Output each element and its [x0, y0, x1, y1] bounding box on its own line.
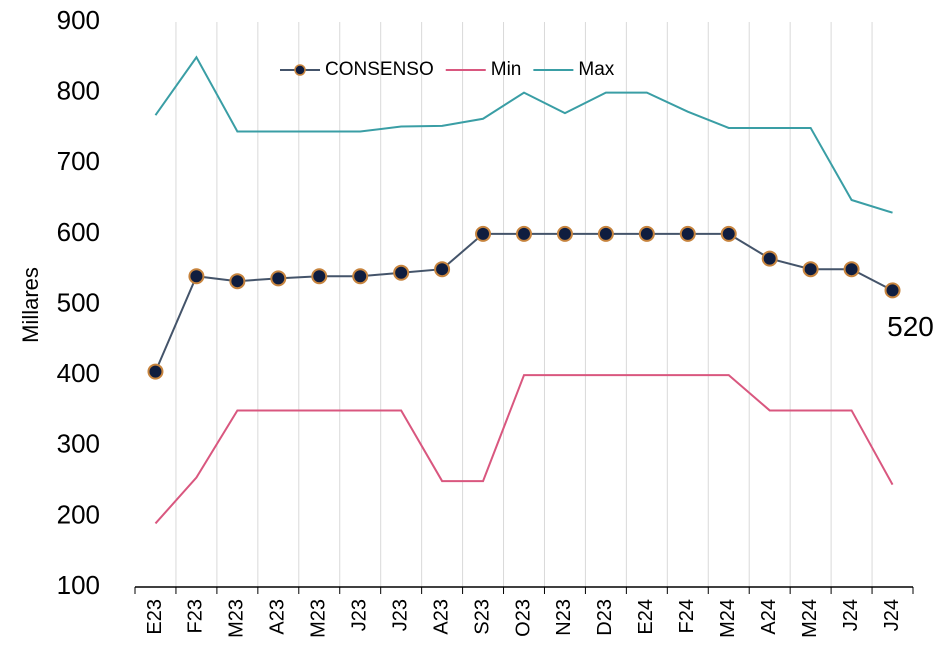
x-tick-label: J24 — [881, 599, 903, 631]
point — [884, 282, 901, 299]
y-tick-label: 700 — [57, 146, 100, 176]
x-tick-label: F24 — [676, 599, 698, 633]
point — [311, 268, 328, 285]
x-tick-label: A24 — [758, 599, 780, 635]
point — [761, 250, 778, 267]
series-line — [154, 232, 893, 372]
legend-label: Min — [491, 59, 522, 80]
x-tick-label: F23 — [185, 599, 207, 633]
data-label: 520 — [887, 311, 934, 342]
y-tick-label: 100 — [57, 570, 100, 600]
point — [843, 261, 860, 278]
y-tick-label: 200 — [57, 499, 100, 529]
x-tick-label: M23 — [308, 599, 330, 638]
x-tick-label: J23 — [348, 599, 370, 631]
point — [556, 225, 573, 242]
point — [147, 363, 164, 380]
point — [434, 261, 451, 278]
x-tick-label: J24 — [840, 599, 862, 631]
point — [802, 261, 819, 278]
x-tick-label: J23 — [389, 599, 411, 631]
series-line — [154, 374, 894, 525]
x-tick-label: E23 — [144, 599, 166, 635]
point — [188, 268, 205, 285]
legend-marker — [294, 64, 306, 76]
y-tick-label: 800 — [57, 76, 100, 106]
x-tick-label: D23 — [594, 599, 616, 636]
point — [475, 225, 492, 242]
x-tick-label: M24 — [717, 599, 739, 638]
point — [720, 225, 737, 242]
point — [638, 225, 655, 242]
x-tick-label: M23 — [226, 599, 248, 638]
point — [516, 225, 532, 242]
y-tick-label: 400 — [57, 358, 100, 388]
x-tick-label: A23 — [267, 599, 289, 635]
point — [597, 225, 614, 242]
point — [270, 270, 287, 287]
series-line — [154, 55, 893, 214]
x-tick-label: N23 — [553, 599, 575, 636]
x-tick-label: O23 — [512, 599, 534, 637]
x-tick-label: E24 — [635, 599, 657, 635]
y-axis-label: Millares — [18, 267, 43, 343]
y-tick-label: 600 — [57, 217, 100, 247]
x-tick-label: S23 — [471, 599, 493, 635]
point — [393, 264, 410, 281]
legend-label: CONSENSO — [325, 59, 434, 80]
x-tick-label: M24 — [799, 599, 821, 638]
point — [352, 268, 369, 285]
point — [229, 273, 246, 290]
y-tick-label: 900 — [57, 5, 100, 35]
y-tick-label: 300 — [57, 429, 100, 459]
legend-label: Max — [578, 59, 614, 80]
y-tick-label: 500 — [57, 287, 100, 317]
x-tick-label: A23 — [430, 599, 452, 635]
point — [679, 225, 696, 242]
